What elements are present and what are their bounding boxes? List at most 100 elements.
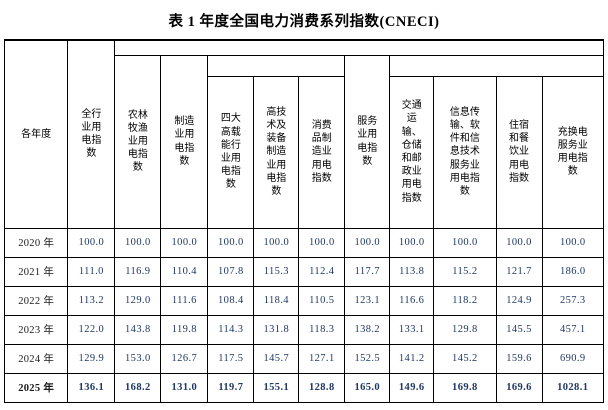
value-cell: 100.0 [433,227,497,258]
year-cell: 2020 年 [3,227,69,258]
value-cell: 119.7 [207,372,255,403]
value-cell: 112.4 [298,256,346,287]
value-cell: 133.1 [389,314,435,345]
year-cell: 2022 年 [3,285,69,316]
col-header-label: 服务业用电指数 [357,116,378,167]
value-cell: 126.7 [160,343,209,374]
value-cell: 100.0 [253,227,300,258]
year-cell: 2023 年 [3,314,69,345]
value-cell: 117.7 [344,256,391,287]
col-header-all-industry: 全行业用电指数 [67,39,116,229]
value-cell: 169.8 [433,372,497,403]
value-cell: 107.8 [207,256,255,287]
value-cell: 149.6 [389,372,435,403]
col-header-label: 信息传输、软件和信息技术服务业用电指数 [449,106,480,197]
value-cell: 118.3 [298,314,346,345]
value-cell: 115.3 [253,256,300,287]
value-cell: 113.8 [389,256,435,287]
table-row-2021: 2021 年 111.0 116.9 110.4 107.8 115.3 112… [3,256,605,287]
value-cell: 110.5 [298,285,346,316]
value-cell: 118.2 [433,285,497,316]
header-blank-top [114,39,604,56]
value-cell: 129.9 [67,343,116,374]
header-row-3: 四大高载能行业用电指数 高技术及装备制造业用电指数 消费品制造业用电指数 交通运… [5,75,605,229]
value-cell: 143.8 [114,314,162,345]
value-cell: 111.0 [67,256,116,287]
value-cell: 116.9 [114,256,162,287]
col-header-label: 充换电服务业用电指数 [557,126,588,178]
col-header-label: 消费品制造业用电指数 [311,120,332,184]
value-cell: 100.0 [67,227,116,258]
col-header-label: 四大高载能行业用电指数 [220,113,241,191]
col-header-manufacturing: 制造业用电指数 [160,54,209,229]
value-cell: 100.0 [298,227,346,258]
value-cell: 145.2 [433,343,497,374]
value-cell: 100.0 [541,227,605,258]
value-cell: 1028.1 [541,372,605,403]
col-header-transport-post: 交通运输、仓储和邮政业用电指数 [389,75,435,229]
value-cell: 116.6 [389,285,435,316]
value-cell: 257.3 [541,285,605,316]
col-header-label: 交通运输、仓储和邮政业用电指数 [401,100,422,204]
col-header-information-tech: 信息传输、软件和信息技术服务业用电指数 [433,75,497,229]
value-cell: 168.2 [114,372,162,403]
col-header-hightech-equipment: 高技术及装备制造业用电指数 [253,75,300,229]
table-row-2024: 2024 年 129.9 153.0 126.7 117.5 145.7 127… [3,343,605,374]
col-header-services: 服务业用电指数 [344,54,391,229]
value-cell: 457.1 [541,314,605,345]
value-cell: 100.0 [207,227,255,258]
year-cell: 2025 年 [3,372,69,403]
value-cell: 111.6 [160,285,209,316]
value-cell: 186.0 [541,256,605,287]
col-header-label: 农林牧渔业用电指数 [127,109,148,174]
value-cell: 100.0 [160,227,209,258]
value-cell: 122.0 [67,314,116,345]
col-header-consumer-goods: 消费品制造业用电指数 [298,75,346,229]
table-row-2020: 2020 年 100.0 100.0 100.0 100.0 100.0 100… [3,227,605,258]
table-row-2025: 2025 年 136.1 168.2 131.0 119.7 155.1 128… [3,372,605,403]
value-cell: 129.8 [433,314,497,345]
value-cell: 165.0 [344,372,391,403]
col-header-four-high-energy: 四大高载能行业用电指数 [207,75,255,229]
col-header-agriculture: 农林牧渔业用电指数 [114,54,162,229]
value-cell: 152.5 [344,343,391,374]
col-header-label: 制造业用电指数 [174,116,195,167]
header-row-1: 各年度 全行业用电指数 [3,39,604,229]
value-cell: 121.7 [495,256,543,287]
header-blank-manufacturing-sub [207,54,346,77]
value-cell: 100.0 [495,227,543,258]
value-cell: 118.4 [253,285,300,316]
value-cell: 141.2 [389,343,435,374]
value-cell: 145.5 [495,314,543,345]
value-cell: 690.9 [541,343,605,374]
value-cell: 113.2 [67,285,116,316]
value-cell: 123.1 [344,285,391,316]
value-cell: 159.6 [495,343,543,374]
value-cell: 100.0 [344,227,391,258]
value-cell: 127.1 [298,343,346,374]
col-header-label: 高技术及装备制造业用电指数 [266,106,287,197]
table-title: 表 1 年度全国电力消费系列指数(CNECI) [168,14,440,30]
value-cell: 100.0 [389,227,435,258]
value-cell: 155.1 [253,372,300,403]
table-row-2022: 2022 年 113.2 129.0 111.6 108.4 118.4 110… [3,285,605,316]
value-cell: 131.8 [253,314,300,345]
value-cell: 124.9 [495,285,543,316]
value-cell: 136.1 [67,372,116,403]
value-cell: 110.4 [160,256,209,287]
header-blank-services-sub [389,54,604,77]
year-cell: 2021 年 [3,256,69,287]
col-header-year: 各年度 [3,39,69,229]
value-cell: 138.2 [344,314,391,345]
value-cell: 119.8 [160,314,209,345]
value-cell: 115.2 [433,256,497,287]
year-cell: 2024 年 [3,343,69,374]
col-header-label: 全行业用电指数 [81,108,102,160]
col-header-ev-charging: 充换电服务业用电指数 [541,75,605,229]
cneci-index-table: 各年度 全行业用电指数 农林牧渔业用电指数 制造业用电指数 服务业用电指数 四大… [3,39,605,403]
value-cell: 100.0 [114,227,162,258]
value-cell: 128.8 [298,372,346,403]
value-cell: 145.7 [253,343,300,374]
value-cell: 129.0 [114,285,162,316]
